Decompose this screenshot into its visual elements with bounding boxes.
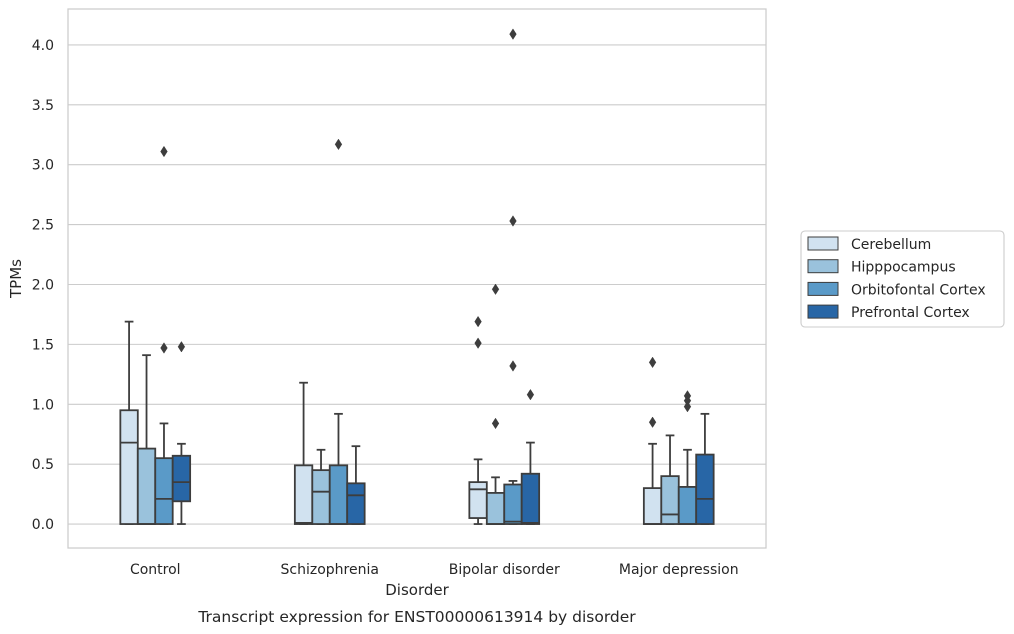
box-body xyxy=(642,487,663,525)
legend-swatch xyxy=(807,259,839,274)
box-body xyxy=(695,453,715,525)
grid-lines xyxy=(68,44,766,525)
outlier-point xyxy=(474,337,482,349)
y-tick-label: 1.5 xyxy=(32,337,54,353)
box-body xyxy=(485,492,506,525)
y-tick-label: 1.0 xyxy=(32,397,54,413)
plot-frame xyxy=(67,8,767,549)
legend-label: Cerebellum xyxy=(851,237,931,253)
outlier-point xyxy=(648,356,657,369)
box-body xyxy=(520,472,541,525)
box-prefrontal-cortex-0 xyxy=(171,341,192,525)
legend-label: Orbitofontal Cortex xyxy=(851,282,986,298)
legend-frame xyxy=(800,230,1005,328)
box-prefrontal-cortex-3 xyxy=(695,412,715,525)
y-tick-label: 0.5 xyxy=(32,457,54,473)
box-cerebellum-0 xyxy=(119,320,139,525)
legend-label: Hipppocampus xyxy=(851,260,956,276)
box-cerebellum-3 xyxy=(642,356,663,525)
legend-label: Prefrontal Cortex xyxy=(851,305,970,321)
box-body xyxy=(119,409,139,525)
box-prefrontal-cortex-2 xyxy=(520,388,541,525)
box-orbitofontal-cortex-3 xyxy=(677,390,698,525)
box-hipppocampus-2 xyxy=(485,283,506,525)
box-body xyxy=(328,464,349,525)
box-hipppocampus-0 xyxy=(136,354,157,525)
legend-swatch xyxy=(807,236,839,251)
y-tick-label: 3.5 xyxy=(32,98,54,114)
chart-caption: Transcript expression for ENST0000061391… xyxy=(197,608,636,626)
box-body xyxy=(136,447,157,525)
outlier-point xyxy=(334,138,343,151)
x-tick-label: Control xyxy=(130,562,181,578)
y-axis-label: TPMs xyxy=(7,259,25,299)
y-tick-label: 3.0 xyxy=(32,158,54,174)
box-body xyxy=(154,457,174,525)
box-body xyxy=(660,475,680,525)
box-hipppocampus-3 xyxy=(660,434,680,525)
box-plot-marks xyxy=(119,28,715,525)
x-tick-label: Schizophrenia xyxy=(281,562,379,578)
box-hipppocampus-1 xyxy=(311,448,331,525)
y-tick-label: 2.5 xyxy=(32,218,54,234)
box-body xyxy=(503,483,523,525)
y-tick-label: 0.0 xyxy=(32,517,54,533)
box-orbitofontal-cortex-2 xyxy=(503,28,523,525)
box-orbitofontal-cortex-1 xyxy=(328,138,349,525)
y-tick-label: 4.0 xyxy=(32,38,54,54)
outlier-point xyxy=(474,315,482,328)
y-axis-ticks: 0.0 0.5 1.0 1.5 2.0 2.5 3.0 3.5 4.0 xyxy=(32,38,54,533)
box-body xyxy=(468,481,488,519)
outlier-point xyxy=(526,388,535,401)
box-body xyxy=(293,464,314,525)
x-axis-label: Disorder xyxy=(385,581,449,599)
outlier-point xyxy=(509,28,517,40)
outlier-point xyxy=(491,283,500,295)
outlier-point xyxy=(509,215,517,227)
box-cerebellum-2 xyxy=(468,315,488,525)
box-body xyxy=(346,482,366,525)
outlier-point xyxy=(160,145,168,158)
box-body xyxy=(171,454,192,503)
outlier-point xyxy=(160,342,168,354)
x-tick-label: Major depression xyxy=(619,562,739,578)
box-body xyxy=(677,486,698,525)
box-body xyxy=(311,469,331,525)
box-orbitofontal-cortex-0 xyxy=(154,145,174,525)
y-tick-label: 2.0 xyxy=(32,277,54,293)
legend-swatch xyxy=(807,281,839,296)
x-axis-ticks: Control Schizophrenia Bipolar disorder Majo… xyxy=(130,562,739,578)
outlier-point xyxy=(683,400,692,413)
outlier-point xyxy=(648,416,657,428)
legend: Cerebellum Hipppocampus Orbitofontal Corte… xyxy=(800,230,1005,328)
outlier-point xyxy=(509,360,517,372)
legend-swatch xyxy=(807,304,839,319)
box-prefrontal-cortex-1 xyxy=(346,445,366,525)
outlier-point xyxy=(177,341,186,353)
outlier-point xyxy=(491,417,500,430)
x-tick-label: Bipolar disorder xyxy=(449,562,560,578)
